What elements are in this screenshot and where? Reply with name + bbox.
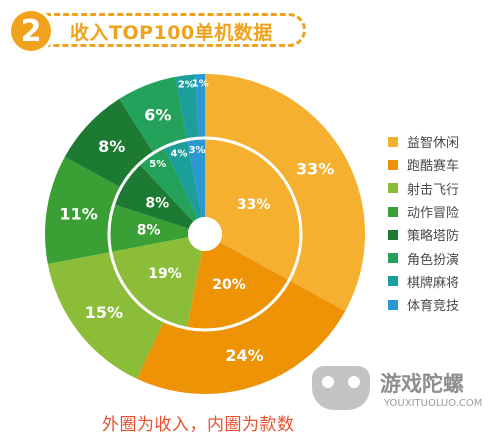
- outer-slice-4: [64, 98, 154, 188]
- inner-label-3: 8%: [137, 222, 161, 238]
- inner-slice-4: [113, 164, 194, 229]
- inner-slice-2: [110, 237, 202, 329]
- legend-item: 跑酷赛车: [388, 153, 498, 176]
- outer-label-0: 33%: [296, 159, 334, 178]
- outer-label-2: 15%: [85, 303, 123, 322]
- inner-slice-0: [205, 138, 301, 281]
- outer-slice-1: [136, 280, 346, 395]
- outer-label-6: 2%: [178, 80, 195, 91]
- outer-slice-5: [119, 76, 188, 153]
- legend-label: 角色扮演: [407, 252, 460, 268]
- inner-label-5: 5%: [149, 159, 166, 170]
- legend-item: 益智休闲: [388, 130, 498, 153]
- legend-item: 动作冒险: [388, 200, 498, 223]
- inner-label-6: 4%: [171, 149, 188, 160]
- inner-slice-1: [187, 242, 290, 330]
- outer-label-5: 6%: [144, 105, 171, 124]
- watermark-url: YOUXITUOLUO.COM: [384, 398, 483, 409]
- inner-slice-5: [139, 147, 198, 222]
- legend-label: 策略塔防: [407, 229, 460, 245]
- gamepad-logo-icon: [312, 366, 370, 410]
- legend-swatch: [388, 229, 398, 240]
- legend-label: 动作冒险: [407, 206, 460, 222]
- legend-item: 策略塔防: [388, 223, 498, 246]
- legend-swatch: [388, 276, 398, 287]
- chart-title: 收入TOP100单机数据: [70, 22, 273, 44]
- outer-label-7: 1%: [192, 79, 209, 90]
- legend-label: 棋牌麻将: [407, 275, 460, 291]
- legend-item: 角色扮演: [388, 246, 498, 269]
- outer-slice-6: [175, 74, 199, 140]
- outer-slice-3: [45, 156, 121, 264]
- inner-label-7: 3%: [189, 145, 206, 156]
- donut-hole: [188, 217, 222, 251]
- inner-slice-3: [108, 204, 189, 252]
- outer-label-3: 11%: [59, 204, 97, 223]
- legend-swatch: [388, 136, 398, 147]
- legend-swatch: [388, 253, 398, 264]
- inner-label-2: 19%: [148, 266, 182, 282]
- outer-label-1: 24%: [225, 346, 263, 365]
- inner-label-1: 20%: [212, 277, 246, 293]
- legend-swatch: [388, 206, 398, 217]
- outer-slice-0: [205, 74, 366, 312]
- legend-swatch: [388, 159, 398, 170]
- chart-note: 外圈为收入，内圈为款数: [102, 415, 295, 435]
- outer-slice-2: [47, 251, 165, 379]
- inner-slice-6: [164, 139, 202, 219]
- chart-header: 2 收入TOP100单机数据: [8, 8, 308, 54]
- ring-separator: [107, 136, 303, 332]
- watermark-name: 游戏陀螺: [380, 372, 464, 396]
- header-frame: [36, 13, 306, 47]
- legend-label: 跑酷赛车: [407, 159, 460, 175]
- legend-label: 射击飞行: [407, 182, 460, 198]
- legend-swatch: [388, 299, 398, 310]
- legend-label: 体育竞技: [407, 299, 460, 315]
- outer-slice-7: [194, 74, 205, 139]
- chart-legend: 益智休闲跑酷赛车射击飞行动作冒险策略塔防角色扮演棋牌麻将体育竞技: [388, 130, 498, 316]
- inner-label-0: 33%: [237, 197, 271, 213]
- inner-label-4: 8%: [145, 196, 169, 212]
- legend-item: 棋牌麻将: [388, 270, 498, 293]
- section-number-badge: 2: [8, 8, 54, 54]
- inner-slice-7: [187, 138, 205, 218]
- watermark: 游戏陀螺 YOUXITUOLUO.COM: [308, 364, 498, 420]
- legend-item: 射击飞行: [388, 177, 498, 200]
- legend-swatch: [388, 183, 398, 194]
- legend-item: 体育竞技: [388, 293, 498, 316]
- outer-label-4: 8%: [98, 137, 125, 156]
- legend-label: 益智休闲: [407, 136, 460, 152]
